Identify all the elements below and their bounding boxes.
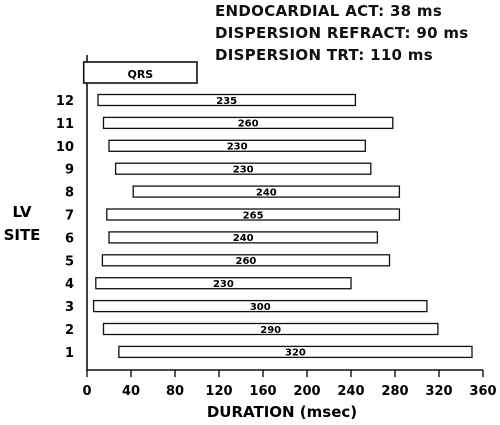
site-label: 8	[65, 186, 74, 201]
site-bar	[114, 162, 372, 175]
site-bar	[132, 185, 401, 198]
bar-value-label: 320	[285, 348, 306, 359]
site-label: 3	[65, 300, 74, 315]
y-axis-title-line1: LV	[12, 203, 31, 221]
x-tick-label: 280	[381, 384, 408, 399]
bar-value-label: 230	[227, 142, 248, 153]
chart-axes: 0 40 80 120 160 200 240 280 320 360	[82, 55, 497, 399]
chart-marks: QRS2351226011230102309240826572406260523…	[56, 61, 473, 361]
x-tick-label: 200	[293, 384, 320, 399]
site-label: 4	[65, 277, 74, 292]
site-label: 12	[56, 94, 74, 109]
site-label: 2	[65, 323, 74, 338]
site-label: 5	[65, 254, 74, 269]
x-tick-label: 40	[122, 384, 140, 399]
site-bar	[102, 322, 439, 336]
bar-value-label: 260	[236, 256, 257, 267]
qrs-label: QRS	[127, 68, 153, 81]
site-bar	[102, 116, 394, 130]
x-tick-label: 240	[337, 384, 364, 399]
x-tick-label: 0	[82, 384, 91, 399]
endocardial-act-text: ENDOCARDIAL ACT: 38 ms	[215, 2, 443, 20]
x-tick-label: 360	[469, 384, 496, 399]
x-tick-label: 120	[205, 384, 232, 399]
site-bar	[92, 299, 428, 313]
x-tick-label: 160	[249, 384, 276, 399]
site-label: 10	[56, 140, 74, 155]
dispersion-trt-text: DISPERSION TRT: 110 ms	[215, 46, 433, 64]
y-axis-title-line2: SITE	[4, 226, 41, 244]
site-bar	[106, 208, 401, 221]
x-tick-label: 320	[425, 384, 452, 399]
site-label: 7	[65, 209, 74, 224]
bar-value-label: 240	[256, 187, 277, 198]
site-bar	[118, 345, 473, 359]
bar-value-label: 235	[216, 96, 237, 107]
bar-value-label: 260	[238, 119, 259, 130]
site-label: 6	[65, 231, 74, 246]
site-bar	[97, 93, 357, 107]
bar-value-label: 265	[243, 210, 264, 221]
site-label: 11	[56, 117, 74, 132]
bar-value-label: 230	[233, 165, 254, 176]
qrs-bar	[82, 61, 198, 84]
bar-value-label: 240	[233, 233, 254, 244]
site-label: 1	[65, 346, 74, 361]
site-bar	[108, 231, 379, 244]
site-label: 9	[65, 163, 74, 178]
bar-value-label: 230	[213, 279, 234, 290]
x-axis-title: DURATION (msec)	[207, 403, 357, 421]
bar-value-label: 300	[250, 302, 271, 313]
dispersion-refract-text: DISPERSION REFRACT: 90 ms	[215, 24, 469, 42]
x-tick-label: 80	[166, 384, 184, 399]
site-bar	[108, 139, 366, 152]
site-bar	[101, 254, 391, 267]
site-bar	[95, 277, 352, 290]
bar-value-label: 290	[260, 325, 281, 336]
